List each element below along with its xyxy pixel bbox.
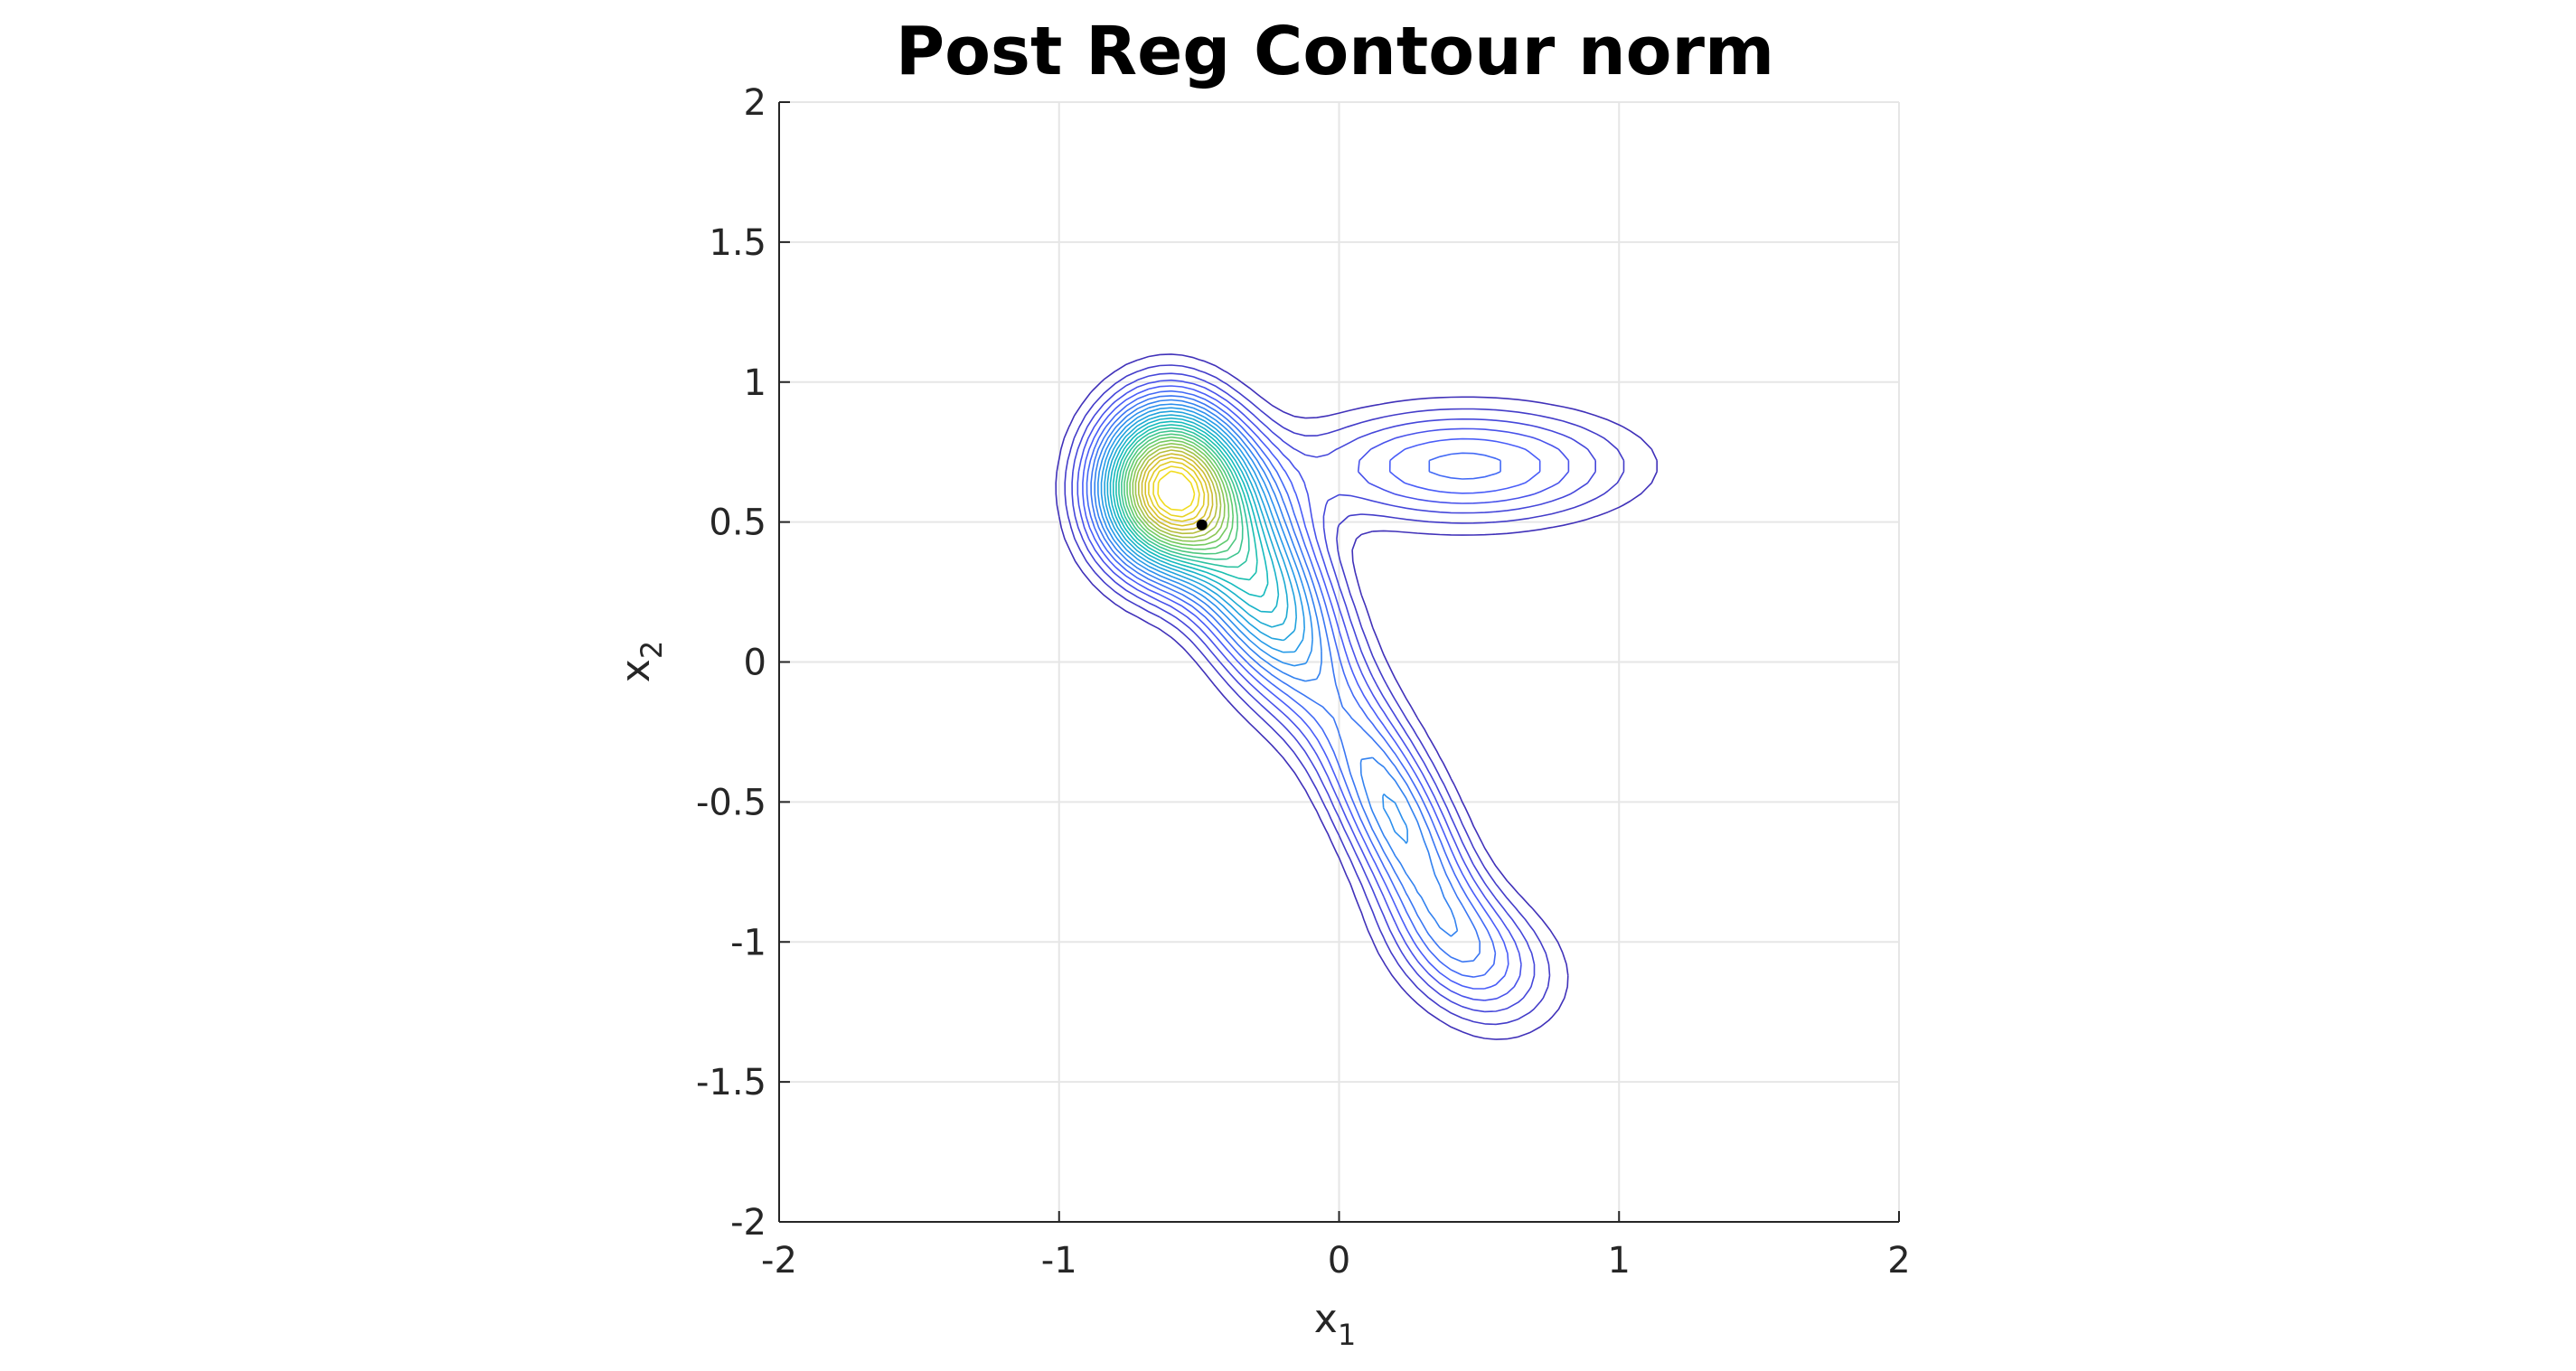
- contour-level-11: [1104, 410, 1297, 642]
- x-tick-label-1: -1: [1041, 1240, 1077, 1282]
- contour-level-14: [1112, 420, 1269, 598]
- contour-level-23: [1138, 449, 1218, 535]
- x-tick-label-0: -2: [761, 1240, 797, 1282]
- contour-level-2: [1064, 364, 1625, 1026]
- y-tick-label-7: 1.5: [709, 222, 766, 264]
- contour-level-17: [1121, 430, 1244, 560]
- contour-level-24: [1141, 453, 1214, 531]
- x-tick-label-4: 2: [1887, 1240, 1910, 1282]
- y-tick-label-3: -0.5: [696, 782, 766, 823]
- contour-level-28: [1157, 470, 1196, 512]
- contour-level-18: [1123, 433, 1238, 555]
- contour-level-4: [1076, 379, 1570, 1001]
- marker-point: [1196, 519, 1208, 531]
- y-tick-label-5: 0.5: [709, 502, 766, 544]
- chart-title: Post Reg Contour norm: [896, 13, 1774, 90]
- contour-level-8: [1094, 399, 1459, 937]
- y-axis-label: x2: [613, 641, 669, 682]
- tick-labels: -2 -1 0 1 2 -2 -1.5 -1 -0.5 0 0.5 1 1.5 2: [696, 82, 1911, 1282]
- contour-lines: [1055, 353, 1658, 1040]
- contour-level-13: [1109, 417, 1280, 614]
- contour-level-6: [1086, 390, 1501, 978]
- grid: [778, 101, 1900, 1223]
- contour-level-19: [1126, 436, 1234, 550]
- contour-level-5: [1082, 385, 1541, 990]
- contour-level-22: [1134, 446, 1222, 539]
- contour-level-25: [1144, 456, 1209, 527]
- x-tick-label-2: 0: [1328, 1240, 1350, 1282]
- y-tick-label-8: 2: [744, 82, 766, 124]
- y-tick-label-2: -1: [730, 922, 766, 963]
- contour-level-15: [1115, 424, 1258, 581]
- y-tick-label-6: 1: [744, 362, 766, 404]
- y-tick-label-0: -2: [730, 1202, 766, 1244]
- y-tick-label-1: -1.5: [696, 1062, 766, 1103]
- contour-level-20: [1129, 439, 1230, 547]
- contour-level-9: [1097, 403, 1408, 844]
- contour-level-16: [1118, 427, 1250, 568]
- contour-level-10: [1100, 407, 1305, 653]
- x-axis-label: x1: [1314, 1296, 1356, 1352]
- contour-level-26: [1148, 460, 1206, 522]
- contour-level-3: [1071, 372, 1596, 1013]
- marker-layer: [1196, 519, 1208, 531]
- contour-level-21: [1132, 443, 1226, 542]
- axes: [778, 101, 1900, 1223]
- contour-level-27: [1152, 465, 1200, 518]
- y-tick-label-4: 0: [744, 643, 766, 684]
- contour-level-1: [1055, 353, 1658, 1040]
- contour-level-12: [1106, 414, 1289, 628]
- x-tick-label-3: 1: [1608, 1240, 1631, 1282]
- contour-level-7: [1090, 395, 1481, 963]
